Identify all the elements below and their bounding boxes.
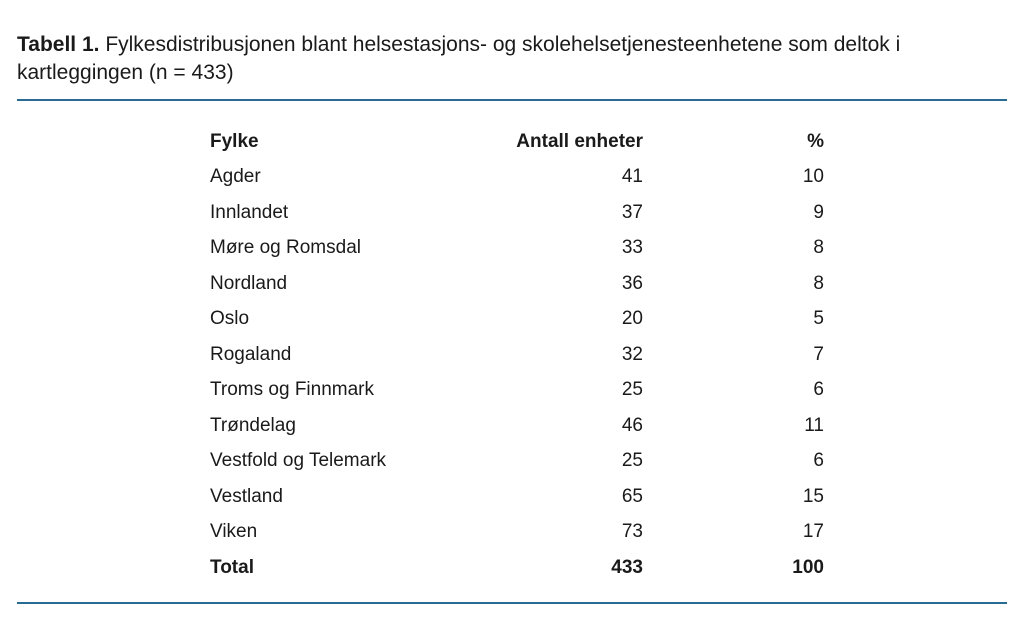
table-row: Agder 41 10 bbox=[200, 160, 834, 196]
cell-antall: 25 bbox=[621, 379, 643, 401]
cell-percent: 15 bbox=[802, 485, 824, 507]
table-row: Rogaland 32 7 bbox=[200, 337, 834, 373]
table-row: Trøndelag 46 11 bbox=[200, 408, 834, 444]
cell-antall: 433 bbox=[611, 556, 643, 578]
header-fylke: Fylke bbox=[210, 130, 259, 152]
cell-antall: 33 bbox=[621, 237, 643, 259]
cell-percent: 6 bbox=[813, 379, 824, 401]
caption-text: Fylkesdistribusjonen blant helsestasjons… bbox=[17, 33, 901, 84]
cell-percent: 100 bbox=[792, 556, 824, 578]
cell-antall: 37 bbox=[621, 201, 643, 223]
table-row: Vestland 65 15 bbox=[200, 479, 834, 515]
cell-percent: 8 bbox=[813, 237, 824, 259]
cell-fylke: Vestfold og Telemark bbox=[210, 450, 387, 472]
header-row: Fylke Antall enheter % bbox=[200, 124, 834, 160]
table-caption: Tabell 1. Fylkesdistribusjonen blant hel… bbox=[17, 31, 1007, 87]
cell-fylke: Rogaland bbox=[210, 343, 292, 365]
table-row: Viken 73 17 bbox=[200, 515, 834, 551]
cell-antall: 32 bbox=[621, 343, 643, 365]
cell-percent: 5 bbox=[813, 308, 824, 330]
table-row: Møre og Romsdal 33 8 bbox=[200, 231, 834, 267]
cell-percent: 17 bbox=[802, 521, 824, 543]
header-percent: % bbox=[807, 130, 824, 152]
cell-fylke: Oslo bbox=[210, 308, 250, 330]
table-row: Troms og Finnmark 25 6 bbox=[200, 373, 834, 409]
cell-fylke: Total bbox=[210, 556, 254, 578]
top-rule bbox=[17, 99, 1007, 101]
header-antall: Antall enheter bbox=[516, 130, 643, 152]
cell-fylke: Trøndelag bbox=[210, 414, 296, 436]
cell-antall: 25 bbox=[621, 450, 643, 472]
cell-antall: 36 bbox=[621, 272, 643, 294]
table-row: Innlandet 37 9 bbox=[200, 195, 834, 231]
cell-antall: 20 bbox=[621, 308, 643, 330]
cell-fylke: Troms og Finnmark bbox=[210, 379, 374, 401]
county-table: Fylke Antall enheter % Agder 41 10 Innlande… bbox=[200, 124, 834, 586]
cell-antall: 41 bbox=[621, 166, 643, 188]
cell-antall: 46 bbox=[621, 414, 643, 436]
table-row: Vestfold og Telemark 25 6 bbox=[200, 444, 834, 480]
cell-fylke: Nordland bbox=[210, 272, 288, 294]
cell-percent: 8 bbox=[813, 272, 824, 294]
cell-fylke: Vestland bbox=[210, 485, 283, 507]
cell-percent: 11 bbox=[804, 414, 824, 436]
caption-label: Tabell 1. bbox=[17, 33, 100, 56]
cell-fylke: Innlandet bbox=[210, 201, 289, 223]
total-row: Total 433 100 bbox=[200, 550, 834, 586]
table-row: Nordland 36 8 bbox=[200, 266, 834, 302]
cell-antall: 65 bbox=[621, 485, 643, 507]
cell-percent: 6 bbox=[813, 450, 824, 472]
cell-fylke: Viken bbox=[210, 521, 258, 543]
cell-percent: 9 bbox=[813, 201, 824, 223]
cell-percent: 7 bbox=[813, 343, 824, 365]
bottom-rule bbox=[17, 602, 1007, 604]
cell-antall: 73 bbox=[621, 521, 643, 543]
table-row: Oslo 20 5 bbox=[200, 302, 834, 338]
cell-percent: 10 bbox=[802, 166, 824, 188]
cell-fylke: Agder bbox=[210, 166, 261, 188]
cell-fylke: Møre og Romsdal bbox=[210, 237, 361, 259]
